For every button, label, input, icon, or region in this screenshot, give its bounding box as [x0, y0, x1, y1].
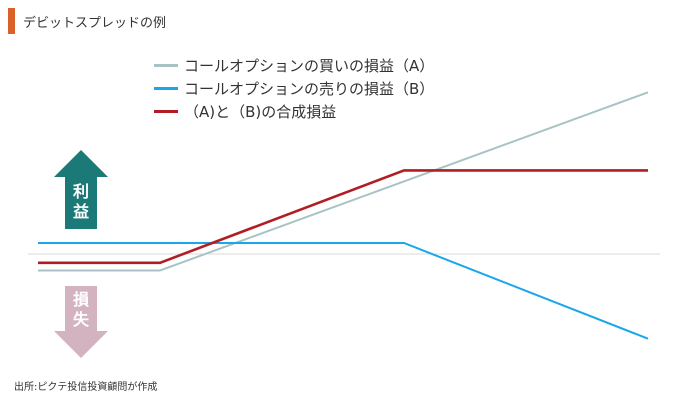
title-accent-bar [8, 8, 15, 34]
legend-swatch-combined [154, 110, 178, 113]
series-b-line [38, 242, 649, 340]
source-note: 出所:ピクテ投信投資顧問が作成 [14, 382, 158, 393]
profit-label: 利 益 [69, 182, 93, 222]
title-text: デビットスプレッドの例 [23, 15, 167, 31]
legend-item-a: コールオプションの買いの損益（A） [154, 54, 434, 77]
series-a-line [38, 91, 649, 272]
series-layer [38, 91, 649, 340]
profit-label-char-2: 益 [72, 202, 89, 221]
legend-item-combined: （A)と（B)の合成損益 [154, 100, 434, 123]
series-combined-line [38, 169, 648, 265]
loss-label-char-2: 失 [72, 310, 89, 329]
legend-label-b: コールオプションの売りの損益（B） [184, 80, 435, 98]
loss-arrow-icon [54, 286, 108, 358]
legend-swatch-b [154, 87, 178, 90]
legend: コールオプションの買いの損益（A） コールオプションの売りの損益（B） （A)と… [154, 54, 434, 123]
profit-label-char-1: 利 [72, 182, 89, 201]
legend-swatch-a [154, 64, 178, 67]
legend-label-combined: （A)と（B)の合成損益 [184, 103, 337, 121]
loss-label: 損 失 [69, 290, 93, 330]
chart-title: デビットスプレッドの例 [8, 8, 166, 34]
legend-label-a: コールオプションの買いの損益（A） [184, 57, 435, 75]
loss-label-char-1: 損 [72, 290, 89, 309]
legend-item-b: コールオプションの売りの損益（B） [154, 77, 434, 100]
profit-arrow-icon [54, 150, 108, 229]
